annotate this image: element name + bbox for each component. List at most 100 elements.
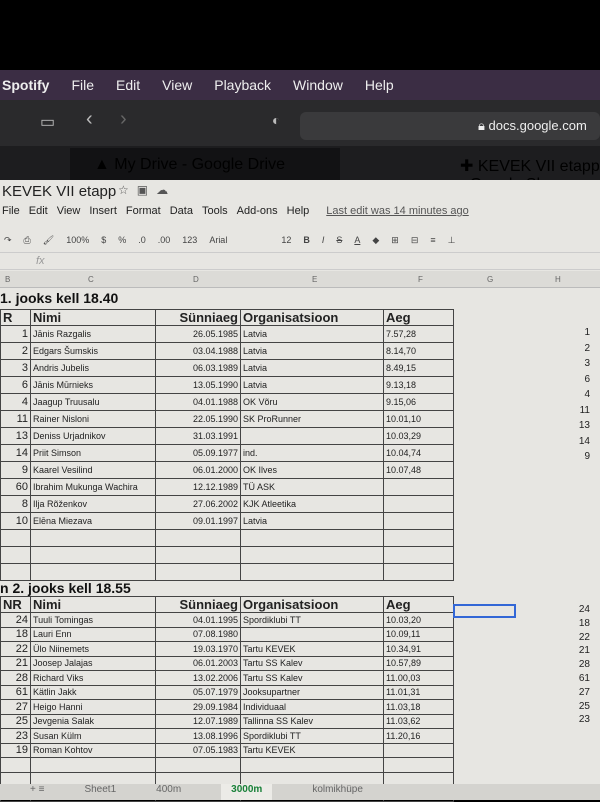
side-number[interactable]: 14 bbox=[578, 435, 590, 447]
birthdate-cell[interactable]: 04.01.1988 bbox=[155, 393, 241, 411]
formula-bar[interactable]: fx bbox=[0, 252, 600, 270]
side-number[interactable]: 22 bbox=[578, 631, 590, 643]
organisation-cell[interactable]: Tartu KEVEK bbox=[240, 641, 384, 657]
nr-cell[interactable]: 10 bbox=[0, 512, 31, 530]
organisation-cell[interactable]: Latvia bbox=[240, 376, 384, 394]
birthdate-cell[interactable]: 04.01.1995 bbox=[155, 612, 241, 628]
empty-cell[interactable] bbox=[383, 563, 454, 581]
nr-cell[interactable]: 2 bbox=[0, 342, 31, 360]
time-cell[interactable]: 11.03,62 bbox=[383, 713, 454, 729]
organisation-cell[interactable]: OK Ilves bbox=[240, 461, 384, 479]
redo-icon[interactable]: ↷ bbox=[4, 234, 12, 245]
birthdate-cell[interactable]: 13.08.1996 bbox=[155, 728, 241, 744]
time-cell[interactable]: 10.57,89 bbox=[383, 655, 454, 671]
name-cell[interactable]: Lauri Enn bbox=[30, 626, 156, 642]
side-number[interactable]: 21 bbox=[578, 645, 590, 657]
time-cell[interactable]: 10.04,74 bbox=[383, 444, 454, 462]
name-cell[interactable]: Kaarel Vesilind bbox=[30, 461, 156, 479]
print-icon[interactable]: ⎙ bbox=[23, 234, 31, 245]
col-c[interactable]: C bbox=[88, 275, 94, 284]
menu-playback[interactable]: Playback bbox=[214, 77, 272, 93]
organisation-cell[interactable] bbox=[240, 626, 384, 642]
side-number[interactable]: 28 bbox=[578, 659, 590, 671]
nr-cell[interactable]: 23 bbox=[0, 728, 31, 744]
nr-cell[interactable]: 24 bbox=[0, 612, 31, 628]
last-edit-link[interactable]: Last edit was 14 minutes ago bbox=[326, 205, 469, 217]
organisation-cell[interactable]: Latvia bbox=[240, 342, 384, 360]
nr-cell[interactable]: 18 bbox=[0, 626, 31, 642]
organisation-cell[interactable]: KJK Atleetika bbox=[240, 495, 384, 513]
empty-cell[interactable] bbox=[240, 546, 384, 564]
font-size-select[interactable]: 12 bbox=[281, 235, 292, 245]
birthdate-cell[interactable]: 27.06.2002 bbox=[155, 495, 241, 513]
nr-cell[interactable]: 11 bbox=[0, 410, 31, 428]
nr-cell[interactable]: 6 bbox=[0, 376, 31, 394]
star-icon[interactable]: ☆ bbox=[118, 183, 137, 197]
birthdate-cell[interactable]: 12.12.1989 bbox=[155, 478, 241, 496]
organisation-cell[interactable] bbox=[240, 427, 384, 445]
name-cell[interactable]: Deniss Urjadnikov bbox=[30, 427, 156, 445]
birthdate-cell[interactable]: 29.09.1984 bbox=[155, 699, 241, 715]
header-birthdate-cell[interactable]: Sünniaeg bbox=[155, 309, 241, 326]
nr-cell[interactable]: 61 bbox=[0, 684, 31, 700]
birthdate-cell[interactable]: 03.04.1988 bbox=[155, 342, 241, 360]
nr-cell[interactable]: 8 bbox=[0, 495, 31, 513]
name-cell[interactable]: Jānis Razgalis bbox=[30, 325, 156, 343]
zoom-select[interactable]: 100% bbox=[66, 235, 90, 245]
organisation-cell[interactable]: Spordiklubi TT bbox=[240, 612, 384, 628]
cloud-icon[interactable]: ☁ bbox=[156, 183, 177, 197]
side-number[interactable]: 6 bbox=[584, 373, 590, 385]
nr-cell[interactable]: 28 bbox=[0, 670, 31, 686]
name-cell[interactable]: Ilja Rõženkov bbox=[30, 495, 156, 513]
menu-view[interactable]: View bbox=[56, 205, 81, 217]
side-number[interactable]: 13 bbox=[578, 420, 590, 431]
side-number[interactable]: 9 bbox=[584, 451, 590, 462]
fill-color-icon[interactable]: ◆ bbox=[372, 234, 380, 245]
name-cell[interactable]: Joosep Jalajas bbox=[30, 655, 156, 671]
empty-cell[interactable] bbox=[240, 757, 384, 773]
empty-cell[interactable] bbox=[240, 529, 384, 547]
header-time-cell[interactable]: Aeg bbox=[383, 309, 454, 326]
name-cell[interactable]: Jevgenia Salak bbox=[30, 713, 156, 729]
sheet-tab[interactable]: kolmikhüpe bbox=[312, 784, 363, 795]
empty-cell[interactable] bbox=[30, 563, 156, 581]
birthdate-cell[interactable]: 07.08.1980 bbox=[155, 626, 241, 642]
time-cell[interactable]: 10.01,10 bbox=[383, 410, 454, 428]
nr-cell[interactable]: 21 bbox=[0, 655, 31, 671]
organisation-cell[interactable]: Latvia bbox=[240, 325, 384, 343]
name-cell[interactable]: Elēna Miezava bbox=[30, 512, 156, 530]
align-icon[interactable]: ≡ bbox=[430, 235, 436, 245]
valign-icon[interactable]: ⊥ bbox=[447, 234, 456, 245]
menu-window[interactable]: Window bbox=[293, 77, 343, 93]
name-cell[interactable]: Jaagup Truusalu bbox=[30, 393, 156, 411]
organisation-cell[interactable]: Tartu KEVEK bbox=[240, 742, 384, 758]
nr-cell[interactable]: 1 bbox=[0, 325, 31, 343]
menu-app[interactable]: Spotify bbox=[2, 77, 50, 93]
side-number[interactable]: 61 bbox=[578, 673, 590, 684]
name-cell[interactable]: Richard Viks bbox=[30, 670, 156, 686]
side-number[interactable]: 27 bbox=[578, 686, 590, 698]
time-cell[interactable]: 7.57,28 bbox=[383, 325, 454, 343]
side-number[interactable]: 23 bbox=[578, 714, 590, 726]
empty-cell[interactable] bbox=[155, 563, 241, 581]
side-number[interactable]: 25 bbox=[578, 700, 590, 712]
increase-decimal[interactable]: .00 bbox=[157, 235, 171, 245]
selected-cell[interactable] bbox=[453, 604, 516, 618]
side-number[interactable]: 11 bbox=[579, 404, 590, 416]
time-cell[interactable]: 10.03,29 bbox=[383, 427, 454, 445]
address-bar[interactable]: 🔒︎ docs.google.com bbox=[300, 112, 600, 140]
menu-edit[interactable]: Edit bbox=[116, 77, 141, 93]
empty-cell[interactable] bbox=[30, 757, 156, 773]
name-cell[interactable]: Ibrahim Mukunga Wachira bbox=[30, 478, 156, 496]
font-select[interactable]: Arial bbox=[209, 235, 228, 245]
name-cell[interactable]: Kätlin Jakk bbox=[30, 684, 156, 700]
name-cell[interactable]: Ülo Niinemets bbox=[30, 641, 156, 657]
time-cell[interactable] bbox=[383, 742, 454, 758]
header-name-cell[interactable]: Nimi bbox=[30, 309, 156, 326]
birthdate-cell[interactable]: 12.07.1989 bbox=[155, 713, 241, 729]
birthdate-cell[interactable]: 31.03.1991 bbox=[155, 427, 241, 445]
side-number[interactable]: 3 bbox=[584, 358, 590, 369]
shield-icon[interactable]: ◐ bbox=[272, 112, 281, 128]
header-nr-cell[interactable]: NR bbox=[0, 596, 31, 613]
empty-cell[interactable] bbox=[0, 757, 31, 773]
